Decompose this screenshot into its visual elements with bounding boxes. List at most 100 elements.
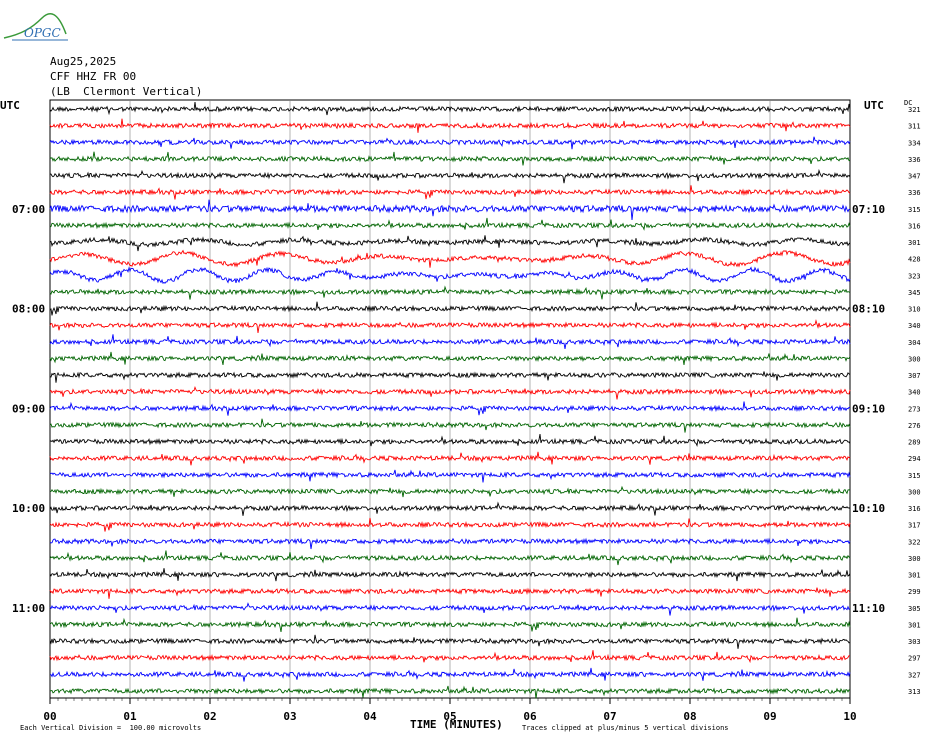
dc-offset-label: 347 bbox=[908, 173, 921, 181]
dc-offset-label: 300 bbox=[908, 355, 921, 363]
left-time-label: 09:00 bbox=[12, 402, 45, 415]
dc-offset-label: 317 bbox=[908, 522, 921, 530]
trace-line bbox=[49, 351, 851, 365]
dc-offset-label: 316 bbox=[908, 222, 921, 230]
trace-line bbox=[49, 537, 851, 550]
dc-offset-label: 323 bbox=[908, 272, 921, 280]
logo-text: OPGC bbox=[24, 26, 61, 40]
dc-offset-label: 428 bbox=[908, 256, 921, 264]
left-time-label: 10:00 bbox=[12, 502, 45, 515]
utc-label-right: UTC bbox=[864, 99, 884, 112]
trace-line bbox=[49, 634, 851, 649]
trace-line bbox=[49, 501, 851, 516]
dc-offset-label: 273 bbox=[908, 405, 921, 413]
dc-offset-label: 299 bbox=[908, 588, 921, 596]
trace-line bbox=[49, 118, 851, 133]
dc-offset-label: 310 bbox=[908, 306, 921, 314]
trace-line bbox=[49, 550, 851, 566]
dc-offset-label: 327 bbox=[908, 671, 921, 679]
left-time-label: 07:00 bbox=[12, 203, 45, 216]
dc-offset-label: 307 bbox=[908, 372, 921, 380]
dc-header: DC bbox=[904, 99, 913, 107]
dc-offset-label: 322 bbox=[908, 538, 921, 546]
dc-offset-label: 276 bbox=[908, 422, 921, 430]
left-time-label: 08:00 bbox=[12, 303, 45, 316]
trace-line bbox=[49, 249, 851, 268]
trace-line bbox=[49, 451, 851, 466]
header-location: (LB Clermont Vertical) bbox=[50, 85, 203, 98]
dc-offset-label: 303 bbox=[908, 638, 921, 646]
dc-offset-label: 336 bbox=[908, 189, 921, 197]
trace-line bbox=[49, 185, 851, 200]
trace-line bbox=[50, 667, 851, 682]
dc-offset-label: 315 bbox=[908, 206, 921, 214]
x-tick-label: 03 bbox=[283, 710, 296, 723]
right-time-label: 11:10 bbox=[852, 602, 885, 615]
logo-mountain-icon bbox=[3, 12, 68, 41]
x-tick-label: 04 bbox=[363, 710, 377, 723]
utc-label-left: UTC bbox=[0, 99, 20, 112]
trace-line bbox=[49, 151, 851, 166]
dc-offset-label: 305 bbox=[908, 605, 921, 613]
trace-line bbox=[49, 418, 851, 433]
trace-line bbox=[49, 401, 851, 416]
trace-line bbox=[49, 602, 851, 616]
footer-division: Each Vertical Division = 100.00 microvol… bbox=[20, 724, 202, 732]
trace-line bbox=[49, 318, 851, 333]
dc-offset-label: 300 bbox=[908, 555, 921, 563]
header-date: Aug25,2025 bbox=[50, 55, 117, 68]
dc-offset-label: 321 bbox=[908, 106, 921, 114]
trace-line bbox=[50, 485, 851, 498]
trace-line bbox=[49, 617, 851, 632]
x-tick-label: 06 bbox=[523, 710, 537, 723]
dc-offset-label: 311 bbox=[908, 123, 921, 131]
left-time-label: 11:00 bbox=[12, 602, 45, 615]
x-tick-label: 05 bbox=[443, 710, 456, 723]
right-time-label: 07:10 bbox=[852, 203, 885, 216]
trace-line bbox=[49, 568, 851, 582]
dc-offset-label: 289 bbox=[908, 439, 921, 447]
dc-offset-label: 300 bbox=[908, 488, 921, 496]
trace-line bbox=[49, 434, 851, 448]
dc-offset-label: 294 bbox=[908, 455, 921, 463]
trace-line bbox=[49, 101, 851, 116]
opgc-logo bbox=[2, 4, 72, 44]
header-station: CFF HHZ FR 00 bbox=[50, 70, 137, 83]
dc-offset-label: 301 bbox=[908, 239, 921, 247]
dc-offset-label: 340 bbox=[908, 322, 921, 330]
trace-line bbox=[49, 136, 851, 150]
trace-line bbox=[49, 334, 851, 349]
trace-line bbox=[49, 266, 851, 284]
dc-offset-label: 340 bbox=[908, 389, 921, 397]
dc-offset-label: 301 bbox=[908, 572, 921, 580]
right-time-label: 08:10 bbox=[852, 303, 885, 316]
dc-offset-label: 304 bbox=[908, 339, 921, 347]
trace-line bbox=[49, 217, 851, 231]
trace-line bbox=[49, 650, 850, 664]
trace-line bbox=[49, 235, 851, 252]
dc-offset-label: 334 bbox=[908, 139, 921, 147]
trace-line bbox=[49, 587, 851, 599]
trace-line bbox=[49, 301, 851, 316]
x-tick-label: 09 bbox=[763, 710, 776, 723]
trace-line bbox=[49, 517, 851, 532]
trace-line bbox=[49, 371, 851, 383]
x-tick-label: 02 bbox=[203, 710, 216, 723]
trace-line bbox=[49, 168, 851, 184]
trace-line bbox=[49, 469, 851, 483]
dc-offset-label: 313 bbox=[908, 688, 921, 696]
dc-offset-label: 336 bbox=[908, 156, 921, 164]
footer-clip: Traces clipped at plus/minus 5 vertical … bbox=[522, 724, 729, 732]
x-tick-label: 08 bbox=[683, 710, 696, 723]
dc-offset-label: 345 bbox=[908, 289, 921, 297]
dc-offset-label: 297 bbox=[908, 655, 921, 663]
dc-offset-label: 301 bbox=[908, 621, 921, 629]
trace-line bbox=[49, 285, 851, 300]
x-axis-label: TIME (MINUTES) bbox=[410, 718, 503, 731]
trace-line bbox=[49, 199, 851, 220]
right-time-label: 09:10 bbox=[852, 402, 885, 415]
trace-line bbox=[49, 385, 851, 400]
right-time-label: 10:10 bbox=[852, 502, 885, 515]
trace-line bbox=[50, 685, 851, 699]
